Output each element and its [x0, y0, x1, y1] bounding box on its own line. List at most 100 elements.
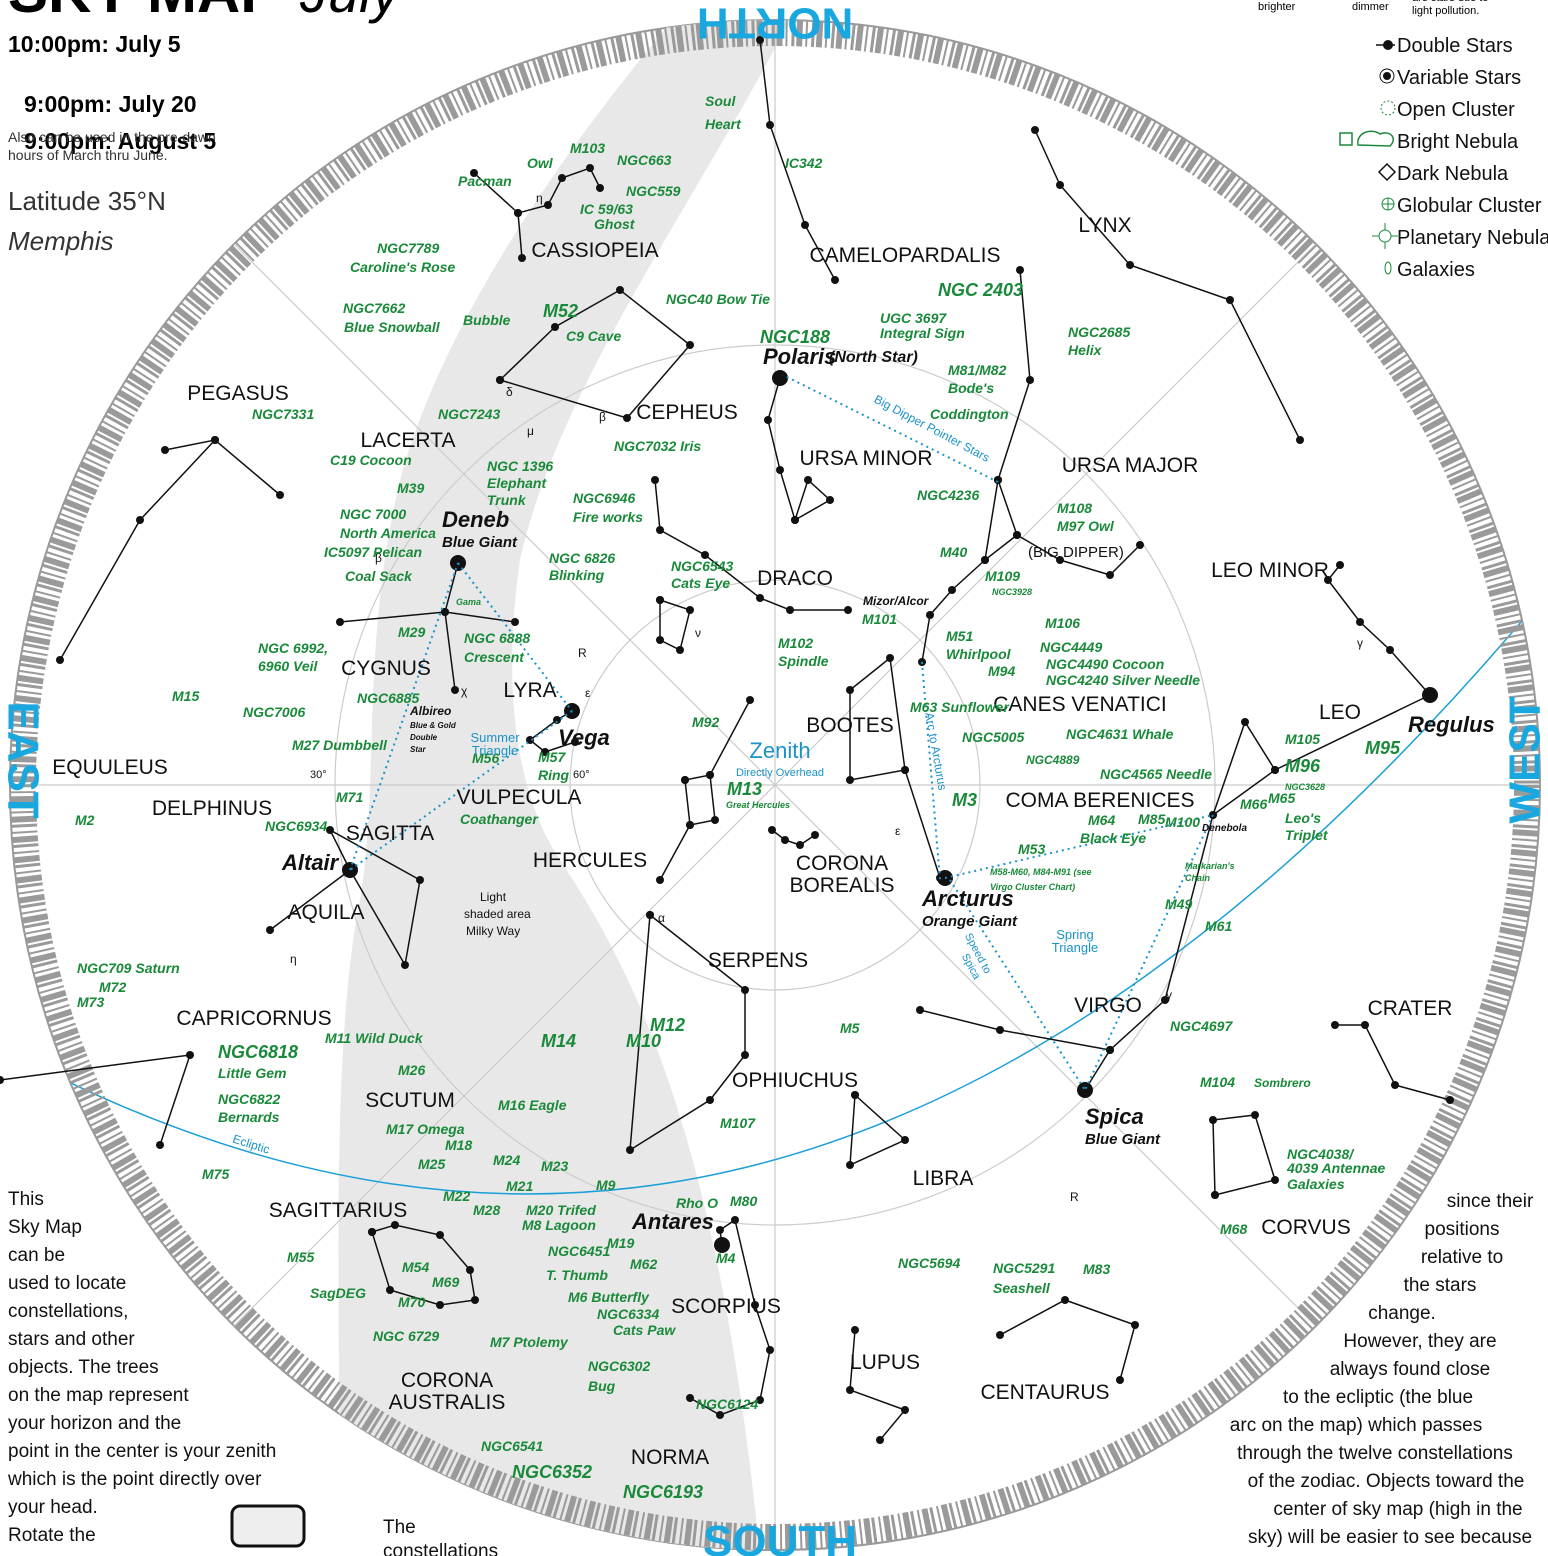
legend-icon	[1358, 131, 1393, 146]
star-label: Polaris	[763, 344, 836, 369]
star-dot	[368, 1228, 376, 1236]
star-dot	[686, 606, 694, 614]
constellation-label: CASSIOPEIA	[531, 239, 658, 262]
star-dot	[711, 816, 719, 824]
deep-sky-label: Blinking	[549, 567, 605, 583]
deep-sky-label: NGC 1396	[487, 458, 553, 474]
note-line: constellations	[383, 1541, 498, 1556]
star-dot	[766, 121, 774, 129]
star-dot	[1241, 718, 1249, 726]
deep-sky-label: M9	[596, 1177, 616, 1193]
constellation-label: BOOTES	[806, 714, 894, 737]
star-dot	[706, 771, 714, 779]
star-dot	[156, 1141, 164, 1149]
star-dot	[716, 1226, 724, 1234]
deep-sky-label: M71	[336, 789, 363, 805]
deep-sky-label: M5	[840, 1020, 860, 1036]
deep-sky-label: IC5097 Pelican	[324, 544, 422, 560]
deep-sky-label: Bernards	[218, 1109, 280, 1125]
note-line: arc on the map) which passes	[1230, 1415, 1482, 1436]
deep-sky-label: Coal Sack	[345, 568, 413, 584]
map-title: SKY MAP	[8, 0, 280, 25]
deep-sky-label: NGC5694	[898, 1255, 960, 1271]
star-note: Star	[410, 745, 426, 754]
star-dot	[1296, 436, 1304, 444]
deep-sky-label: M102	[778, 635, 813, 651]
deep-sky-label: UGC 3697	[880, 310, 947, 326]
star-dot	[886, 654, 894, 662]
deep-sky-label: Caroline's Rose	[350, 259, 455, 275]
star-dot	[1211, 1191, 1219, 1199]
deep-sky-label: NGC663	[617, 152, 672, 168]
deep-sky-label: Little Gem	[218, 1065, 286, 1081]
deep-sky-label: NGC7789	[377, 240, 439, 256]
deep-sky-label: NGC7006	[243, 704, 305, 720]
deep-sky-label: M75	[202, 1166, 229, 1182]
deep-sky-label: NGC 6729	[373, 1328, 439, 1344]
deep-sky-label: M64	[1088, 812, 1115, 828]
deep-sky-label: NGC188	[760, 327, 830, 347]
constellation-label: HERCULES	[533, 849, 647, 872]
star-dot	[996, 1331, 1004, 1339]
star-note: shaded area	[464, 907, 531, 921]
legend-item: Double Stars	[1397, 35, 1513, 57]
star-dot	[844, 606, 852, 614]
deep-sky-label: Heart	[705, 116, 742, 132]
deep-sky-label: NGC559	[626, 183, 681, 199]
constellation-label: CORVUS	[1261, 1216, 1350, 1239]
constellation-label: CORONA	[401, 1369, 493, 1392]
deep-sky-label: M16 Eagle	[498, 1097, 567, 1113]
star-dot	[741, 986, 749, 994]
note-line: change.	[1368, 1303, 1436, 1324]
deep-sky-label: M29	[398, 624, 425, 640]
star-dot	[846, 776, 854, 784]
legend-text: light pollution.	[1412, 5, 1479, 17]
deep-sky-label: NGC 6992,	[258, 640, 328, 656]
star-dot	[496, 376, 504, 384]
constellation-label: LEO	[1319, 701, 1361, 724]
star-dot	[646, 911, 654, 919]
deep-sky-label: NGC4490 Cocoon	[1046, 656, 1164, 672]
deep-sky-label: Leo's	[1285, 810, 1321, 826]
star-dot	[416, 876, 424, 884]
star-label: Vega	[558, 725, 610, 750]
star-note: Light	[480, 890, 507, 904]
note-line: your head.	[8, 1497, 98, 1518]
star-dot	[676, 646, 684, 654]
star-dot	[1031, 126, 1039, 134]
deep-sky-label: Seashell	[993, 1280, 1051, 1296]
note-line: since their	[1447, 1191, 1534, 1212]
note-line: Rotate the	[8, 1525, 96, 1546]
star-dot	[1331, 1021, 1339, 1029]
deep-sky-label: NGC2685	[1068, 324, 1130, 340]
deep-sky-label: SagDEG	[310, 1285, 366, 1301]
star-dot	[901, 766, 909, 774]
note-line: sky) will be easier to see because	[1248, 1527, 1532, 1548]
deep-sky-label: NGC6543	[671, 558, 733, 574]
deep-sky-label: 6960 Veil	[258, 658, 319, 674]
deep-sky-label: T. Thumb	[546, 1267, 608, 1283]
star-note: Milky Way	[466, 924, 520, 938]
constellation-label: COMA BERENICES	[1005, 789, 1194, 812]
deep-sky-label: Ghost	[594, 216, 636, 232]
constellation-label: LEO MINOR	[1211, 559, 1329, 582]
deep-sky-label: NGC 6826	[549, 550, 615, 566]
star-dot	[996, 1026, 1004, 1034]
star-dot	[681, 776, 689, 784]
deep-sky-label: NGC7331	[252, 406, 314, 422]
greek-letter: ν	[695, 626, 701, 640]
star-note: Blue Giant	[1085, 1131, 1161, 1148]
note-line: This	[8, 1189, 44, 1210]
star-dot	[391, 1221, 399, 1229]
star-dot	[276, 491, 284, 499]
star-dot	[831, 276, 839, 284]
star-label: Antares	[631, 1209, 714, 1234]
star-dot	[846, 1386, 854, 1394]
deep-sky-label: Coddington	[930, 406, 1009, 422]
constellation-label: EQUULEUS	[52, 756, 168, 779]
deep-sky-label: M80	[730, 1193, 757, 1209]
deep-sky-label: M106	[1045, 615, 1080, 631]
illustration	[232, 1506, 304, 1546]
star-dot	[1016, 266, 1024, 274]
constellation-label: SAGITTARIUS	[269, 1199, 407, 1222]
